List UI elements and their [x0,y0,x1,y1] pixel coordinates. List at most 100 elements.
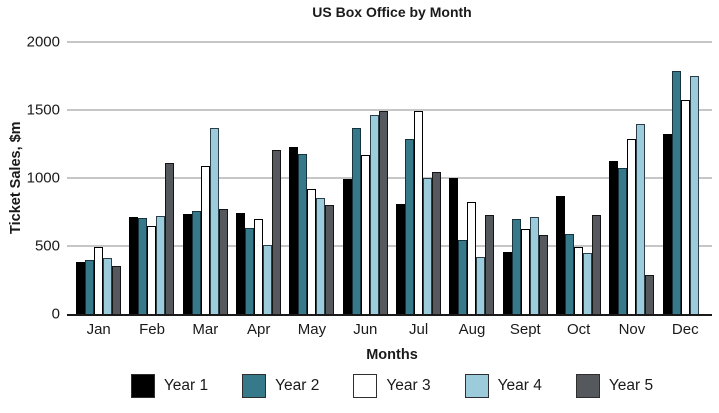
bar-group-oct [552,42,605,314]
y-tick-label: 500 [34,237,60,255]
bar [325,204,335,314]
bar [636,123,646,314]
legend-swatch [242,374,267,398]
y-tick [67,177,72,179]
bar [405,139,415,314]
plot-area [67,41,712,316]
chart-title: US Box Office by Month [312,4,472,20]
x-axis: Jan Feb Mar Apr May Jun Jul Aug Sept Oct Nov Dec [72,321,712,338]
bar [609,161,619,314]
bar-group-jan [72,42,125,314]
bar-group-dec [659,42,712,314]
bar [485,214,495,314]
bar-group-mar [179,42,232,314]
bar [147,225,157,314]
bar [307,188,317,314]
bar [432,171,442,314]
y-axis: 0 500 1000 1500 2000 [0,35,72,322]
x-tick-label: Oct [566,321,591,338]
bar [511,219,521,314]
bar [502,252,512,314]
bar [476,256,486,314]
y-tick-label: 2000 [26,33,60,51]
x-tick-label: Dec [671,321,699,338]
bar [556,195,566,314]
bar [378,111,388,314]
x-tick-label: Sept [509,321,541,338]
bar [191,211,201,314]
bar [200,165,210,314]
bar [236,213,246,314]
bar [129,217,139,314]
legend-swatch [464,374,489,398]
bar [618,167,628,314]
legend-item: Year 4 [464,374,542,398]
gridline [72,41,712,43]
x-tick-label: Jun [353,321,378,338]
y-tick-label: 1000 [26,169,60,187]
legend-label: Year 5 [608,377,654,394]
bar [316,198,326,314]
bar-groups [72,42,712,314]
bar [458,239,468,314]
bar-group-sept [499,42,552,314]
x-tick-label: May [297,321,327,338]
x-tick-label: Jul [409,321,429,338]
y-tick [67,41,72,43]
bar [583,253,593,314]
bar [263,245,273,314]
bar [467,201,477,314]
x-tick-label: Aug [458,321,486,338]
legend-swatch [130,374,155,398]
gridline [72,177,712,179]
x-tick-label: Feb [139,321,165,338]
bar [351,127,361,314]
bar [254,218,264,314]
bar [529,217,539,314]
bar [645,275,655,314]
x-axis-title: Months [366,347,418,363]
legend-item: Year 1 [130,374,209,398]
bar [423,178,433,314]
bar [165,163,175,314]
gridline [72,245,712,247]
legend-label: Year 3 [386,377,431,394]
bar-group-jun [339,42,392,314]
bar-group-jul [392,42,445,314]
bar [342,179,352,314]
bar [574,246,584,314]
legend-label: Year 1 [163,377,209,394]
bar [289,146,299,314]
bar [689,76,699,314]
legend-swatch [575,374,600,398]
bar [76,261,86,314]
bar [103,258,113,314]
bar [272,150,282,314]
bar [627,138,637,314]
bar-group-nov [605,42,658,314]
bar [112,266,122,314]
bar-group-feb [125,42,178,314]
x-tick-label: Mar [192,321,219,338]
bar [538,235,548,314]
bar [360,154,370,314]
bar [680,100,690,314]
legend-item: Year 3 [353,374,431,398]
bar [245,227,255,314]
bar-group-apr [232,42,285,314]
y-tick-label: 0 [51,305,60,323]
bar [662,134,672,314]
bar [94,247,104,314]
bar [298,154,308,314]
bar [209,127,219,314]
bar [520,229,530,314]
x-tick-label: Apr [246,321,271,338]
legend-swatch [353,374,378,398]
y-tick-label: 1500 [26,101,60,119]
legend: Year 1 Year 2 Year 3 Year 4 Year 5 [72,371,712,401]
bar [449,178,459,314]
x-tick-label: Jan [86,321,111,338]
bar [138,218,148,314]
bar-group-aug [445,42,498,314]
